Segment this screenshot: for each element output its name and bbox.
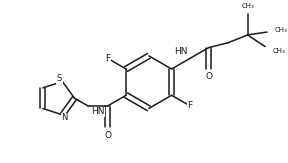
Text: CH₃: CH₃ [273, 48, 286, 53]
Text: HN: HN [174, 47, 187, 56]
Text: HN: HN [91, 107, 105, 116]
Text: F: F [187, 102, 192, 111]
Text: O: O [104, 131, 111, 140]
Text: CH₃: CH₃ [241, 3, 254, 9]
Text: O: O [205, 72, 212, 81]
Text: S: S [57, 74, 62, 83]
Text: F: F [105, 54, 111, 63]
Text: N: N [61, 113, 67, 122]
Text: CH₃: CH₃ [275, 27, 288, 33]
